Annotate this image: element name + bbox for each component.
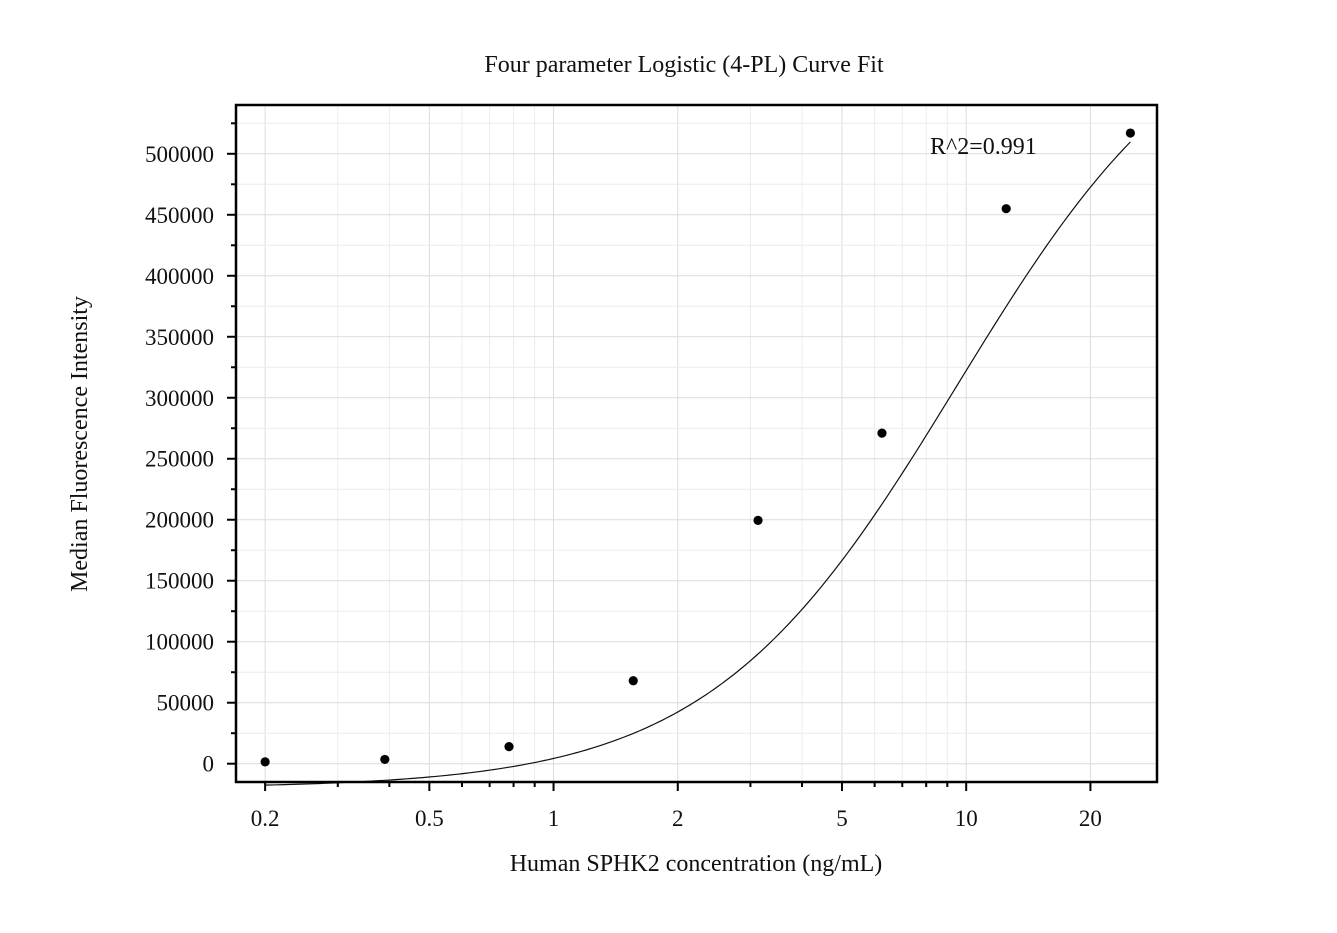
y-tick-label: 250000 <box>145 447 214 472</box>
y-tick-label: 400000 <box>145 264 214 289</box>
x-tick-label: 0.2 <box>251 806 280 831</box>
x-tick-label: 1 <box>548 806 560 831</box>
y-tick-label: 50000 <box>157 691 215 716</box>
y-tick-label: 200000 <box>145 508 214 533</box>
data-point <box>380 754 390 765</box>
y-tick-label: 500000 <box>145 142 214 167</box>
y-axis-ticks: 0 50000 100000 150000 200000 250000 300000 3500… <box>145 122 236 777</box>
chart-title: Four parameter Logistic (4-PL) Curve Fit <box>484 52 884 78</box>
grid <box>236 105 1157 782</box>
y-tick-label: 350000 <box>145 325 214 350</box>
x-axis-ticks: 0.2 0.5 1 2 5 10 20 <box>251 782 1102 831</box>
y-tick-label: 450000 <box>145 203 214 228</box>
data-point <box>504 742 514 752</box>
data-point <box>877 428 887 438</box>
x-tick-label: 0.5 <box>415 806 444 831</box>
data-point <box>260 757 270 767</box>
y-tick-label: 100000 <box>145 630 214 655</box>
x-tick-label: 5 <box>836 806 848 831</box>
data-point <box>753 515 763 525</box>
x-tick-label: 2 <box>672 806 684 831</box>
data-point <box>1125 128 1136 138</box>
fit-curve-layer <box>265 141 1131 786</box>
y-tick-label: 0 <box>203 752 215 777</box>
x-tick-label: 20 <box>1079 806 1102 831</box>
y-tick-label: 300000 <box>145 386 214 411</box>
r-squared-annotation: R^2=0.991 <box>930 134 1037 160</box>
y-tick-label: 150000 <box>145 569 214 594</box>
data-points <box>260 128 1136 767</box>
data-point <box>1001 204 1011 214</box>
x-axis-label: Human SPHK2 concentration (ng/mL) <box>510 851 883 877</box>
plot-frame <box>234 103 1159 784</box>
x-tick-label: 10 <box>955 806 978 831</box>
y-axis-label: Median Fluorescence Intensity <box>67 296 93 592</box>
data-point <box>628 676 638 686</box>
fit-curve <box>265 141 1131 786</box>
